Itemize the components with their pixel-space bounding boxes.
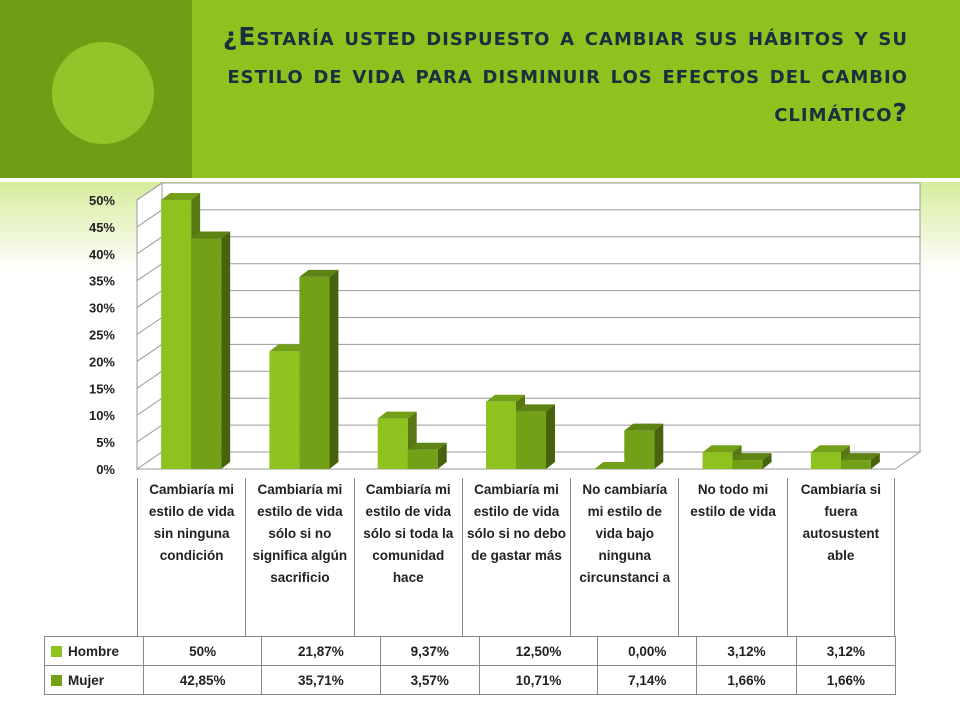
table-cell: 3,57%: [379, 665, 480, 695]
series-label-hombre: Hombre: [44, 636, 144, 666]
x-category-label: Cambiaría mi estilo de vida sólo si no d…: [461, 478, 570, 636]
bar-top: [810, 445, 850, 453]
bar-hombre-5: [594, 462, 634, 469]
y-tick-label: 25%: [89, 328, 115, 343]
bar-top: [299, 269, 339, 277]
series-name: Mujer: [68, 672, 105, 688]
y-tick-label: 20%: [89, 354, 115, 369]
y-tick-label: 35%: [89, 274, 115, 289]
bar-top: [377, 411, 417, 419]
series-name: Hombre: [68, 643, 120, 659]
bar-top: [161, 193, 201, 200]
legend-swatch-mujer: [51, 675, 62, 687]
bar-top: [702, 445, 742, 453]
bar-front: [702, 452, 733, 469]
bar-side: [437, 442, 447, 469]
y-tick-label: 0%: [96, 462, 115, 477]
bar-mujer-2: [299, 269, 339, 469]
bar-top: [624, 423, 664, 431]
y-tick-label: 10%: [89, 408, 115, 423]
table-cell: 1,66%: [795, 665, 897, 695]
decorative-circle: [52, 42, 154, 144]
x-category-label: No todo mi estilo de vida: [678, 478, 786, 636]
slide-title: ¿Estaría usted dispuesto a cambiar sus h…: [222, 22, 908, 127]
gridline: [136, 182, 920, 201]
bar-top: [594, 462, 634, 469]
table-cell: 0,00%: [597, 636, 698, 666]
table-cell: 50%: [142, 636, 263, 666]
bar-front: [810, 452, 841, 469]
x-category-label: Cambiaría mi estilo de vida sólo si toda…: [353, 478, 462, 636]
bar-mujer-5: [624, 423, 664, 469]
data-table: Hombre 50% 21,87% 9,37% 12,50% 0,00% 3,1…: [44, 636, 897, 695]
bar-side: [870, 453, 880, 469]
table-cell: 35,71%: [261, 665, 381, 695]
bar-side: [654, 423, 664, 469]
bar-front: [377, 418, 408, 469]
bar-front: [191, 238, 222, 469]
bar-mujer-7: [840, 453, 880, 469]
y-tick-label: 50%: [89, 193, 115, 208]
y-tick-label: 45%: [89, 220, 115, 235]
bar-front: [732, 460, 763, 469]
table-row: Mujer 42,85% 35,71% 3,57% 10,71% 7,14% 1…: [44, 665, 897, 695]
table-cell: 12,50%: [478, 636, 599, 666]
bar-top: [516, 404, 555, 412]
bar-top: [407, 442, 447, 450]
bar-mujer-6: [732, 453, 772, 469]
y-tick-label: 30%: [89, 301, 115, 316]
table-cell: 9,37%: [379, 636, 480, 666]
series-label-mujer: Mujer: [44, 665, 144, 695]
bar-top: [840, 453, 880, 461]
bar-side: [221, 231, 231, 469]
bar-top: [269, 344, 309, 352]
x-category-label: Cambiaría mi estilo de vida sin ninguna …: [137, 478, 245, 636]
x-category-label: Cambiaría mi estilo de vida sólo si no s…: [245, 478, 353, 636]
x-category-label: Cambiaría si fuera autosustent able: [786, 478, 895, 636]
table-cell: 21,87%: [261, 636, 381, 666]
table-row: Hombre 50% 21,87% 9,37% 12,50% 0,00% 3,1…: [44, 636, 897, 666]
bar-front: [516, 411, 546, 469]
bar-front: [269, 351, 300, 469]
legend-swatch-hombre: [51, 646, 62, 658]
table-cell: 3,12%: [795, 636, 897, 666]
bar-side: [546, 404, 555, 469]
bar-top: [191, 231, 231, 239]
bar-top: [486, 394, 525, 402]
bar-front: [486, 401, 516, 469]
table-cell: 1,66%: [696, 665, 797, 695]
bar-front: [161, 200, 192, 469]
bar-side: [329, 269, 339, 469]
bar-front: [299, 276, 330, 469]
table-cell: 3,12%: [696, 636, 797, 666]
table-cell: 42,85%: [142, 665, 263, 695]
bar-side: [762, 453, 772, 469]
y-tick-label: 5%: [96, 435, 115, 450]
bar-mujer-1: [191, 231, 231, 469]
bar-top: [732, 453, 772, 461]
bar-front: [407, 449, 438, 469]
bar-mujer-3: [407, 442, 447, 469]
y-tick-label: 15%: [89, 381, 115, 396]
x-category-label: No cambiaría mi estilo de vida bajo ning…: [570, 478, 678, 636]
y-tick-label: 40%: [89, 247, 115, 262]
bar-front: [624, 430, 655, 469]
bar-mujer-4: [516, 404, 555, 469]
table-cell: 10,71%: [478, 665, 599, 695]
header-divider: [0, 178, 960, 182]
table-cell: 7,14%: [597, 665, 698, 695]
bar-front: [840, 460, 871, 469]
